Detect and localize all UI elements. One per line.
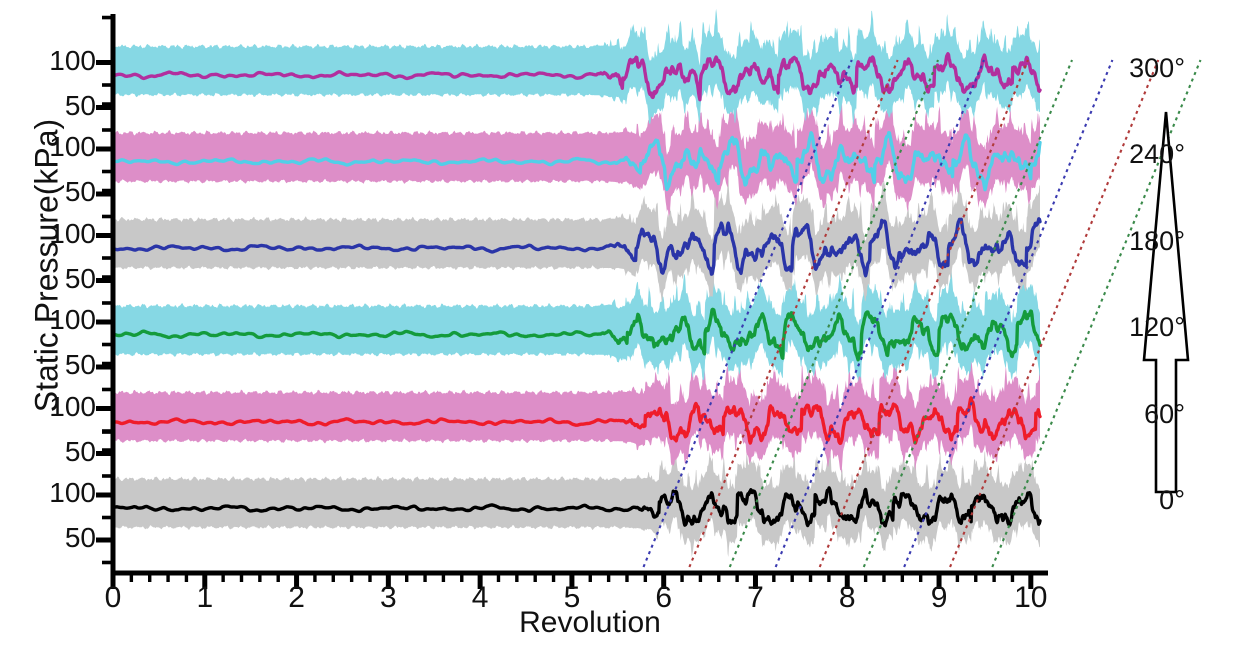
mean-line-300deg	[111, 52, 1042, 102]
x-tick-label: 8	[838, 581, 856, 614]
mean-line-120deg	[111, 307, 1042, 362]
panel-300deg	[111, 8, 1042, 126]
band-60deg	[113, 358, 1040, 474]
panel-240deg	[111, 93, 1042, 217]
x-axis-title: Revolution	[519, 606, 661, 639]
angle-label-240deg: 240°	[1129, 139, 1185, 170]
x-tick-label: 0	[104, 581, 122, 614]
angle-label-60deg: 60°	[1144, 398, 1185, 429]
angle-label-300deg: 300°	[1129, 52, 1185, 83]
band-120deg	[113, 264, 1040, 382]
angle-label-0deg: 0°	[1159, 485, 1185, 516]
up-arrow-icon	[1142, 111, 1190, 494]
y-tick-label: 100	[49, 131, 96, 163]
y-tick-label: 100	[49, 477, 96, 509]
y-tick-label: 100	[49, 217, 96, 249]
x-tick-label: 3	[380, 581, 397, 614]
x-tick-label: 4	[471, 581, 489, 614]
arrow-outline	[1142, 111, 1190, 494]
y-tick-label: 50	[64, 262, 96, 294]
propagation-line	[818, 59, 1029, 568]
mean-line-60deg	[111, 396, 1042, 446]
mean-line-240deg	[111, 131, 1042, 192]
y-tick-label: 50	[64, 89, 96, 121]
propagation-line	[642, 59, 853, 568]
band-240deg	[113, 93, 1040, 217]
x-tick-label: 6	[655, 581, 673, 614]
angle-label-180deg: 180°	[1129, 225, 1185, 256]
band-300deg	[113, 8, 1040, 126]
x-tick-label: 7	[747, 581, 764, 614]
band-180deg	[113, 172, 1040, 303]
propagation-line	[903, 59, 1114, 568]
panel-0deg	[111, 442, 1042, 558]
mean-line-180deg	[111, 217, 1042, 278]
panel-60deg	[111, 358, 1042, 474]
propagation-line	[862, 59, 1073, 568]
y-tick-label: 100	[49, 390, 96, 422]
propagation-line	[774, 59, 985, 568]
y-tick-label: 50	[64, 522, 96, 553]
angle-label-120deg: 120°	[1129, 312, 1185, 343]
axis-group	[96, 14, 1048, 589]
band-0deg	[113, 442, 1040, 558]
x-tick-label: 5	[563, 581, 581, 614]
x-tick-label: 1	[196, 581, 214, 614]
panel-180deg	[111, 172, 1042, 303]
y-tick-label: 100	[49, 304, 96, 336]
y-tick-label: 100	[49, 44, 96, 76]
y-tick-label: 50	[64, 435, 96, 467]
x-tick-label: 9	[930, 581, 948, 614]
panel-120deg	[111, 264, 1042, 382]
y-tick-label: 50	[64, 349, 96, 380]
propagation-line	[688, 59, 899, 568]
y-tick-label: 50	[64, 176, 96, 207]
mean-line-0deg	[111, 486, 1042, 528]
propagation-line	[728, 59, 939, 568]
propagation-line	[949, 59, 1160, 568]
x-tick-label: 2	[288, 581, 305, 614]
x-tick-label: 10	[1014, 581, 1048, 614]
